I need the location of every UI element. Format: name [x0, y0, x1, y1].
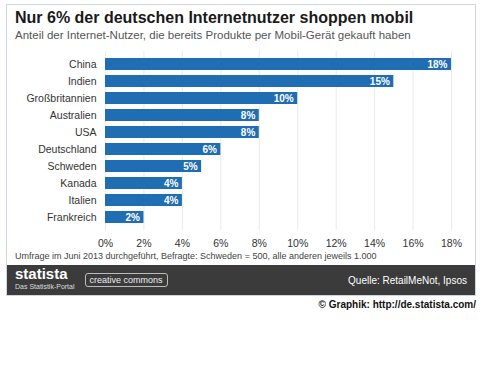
svg-text:China: China — [69, 58, 97, 70]
svg-text:4%: 4% — [164, 178, 179, 189]
html-text:creative commons: creative commons — [89, 275, 163, 285]
svg-text:8%: 8% — [241, 127, 256, 138]
svg-text:5%: 5% — [183, 161, 198, 172]
svg-text:Indien: Indien — [68, 75, 97, 87]
svg-text:6%: 6% — [213, 237, 228, 249]
svg-text:18%: 18% — [427, 59, 447, 70]
svg-text:Schweden: Schweden — [47, 160, 96, 172]
svg-text:Kanada: Kanada — [60, 177, 96, 189]
svg-text:10%: 10% — [287, 237, 308, 249]
html-text:statista: statista — [15, 265, 68, 282]
svg-text:16%: 16% — [403, 237, 424, 249]
svg-text:Deutschland: Deutschland — [38, 143, 97, 155]
svg-text:Italien: Italien — [68, 194, 96, 206]
svg-text:4%: 4% — [175, 237, 190, 249]
svg-text:2%: 2% — [125, 212, 140, 223]
svg-text:Frankreich: Frankreich — [47, 211, 97, 223]
svg-text:12%: 12% — [326, 237, 347, 249]
svg-text:2%: 2% — [136, 237, 151, 249]
svg-text:Australien: Australien — [50, 109, 97, 121]
svg-text:USA: USA — [75, 126, 97, 138]
svg-text:4%: 4% — [164, 195, 179, 206]
svg-text:Großbritannien: Großbritannien — [26, 92, 96, 104]
svg-text:6%: 6% — [202, 144, 217, 155]
svg-text:8%: 8% — [241, 110, 256, 121]
html-text:Anteil der Internet-Nutzer, di: Anteil der Internet-Nutzer, die bereits … — [15, 29, 411, 41]
svg-text:8%: 8% — [252, 237, 267, 249]
html-text:Das Statistik-Portal: Das Statistik-Portal — [15, 283, 75, 290]
html-text:Umfrage im Juni 2013 durchgefü: Umfrage im Juni 2013 durchgeführt, Befra… — [15, 251, 377, 261]
svg-text:15%: 15% — [370, 76, 390, 87]
svg-text:0%: 0% — [98, 237, 113, 249]
html-text:© Graphik: http://de.statista.: © Graphik: http://de.statista.com/ — [318, 299, 476, 310]
html-text:Quelle: RetailMeNot, Ipsos: Quelle: RetailMeNot, Ipsos — [348, 274, 467, 286]
svg-text:14%: 14% — [364, 237, 385, 249]
svg-text:10%: 10% — [274, 93, 294, 104]
svg-text:18%: 18% — [441, 237, 462, 249]
html-text:Nur 6% der deutschen Internetn: Nur 6% der deutschen Internetnutzer shop… — [15, 9, 414, 26]
